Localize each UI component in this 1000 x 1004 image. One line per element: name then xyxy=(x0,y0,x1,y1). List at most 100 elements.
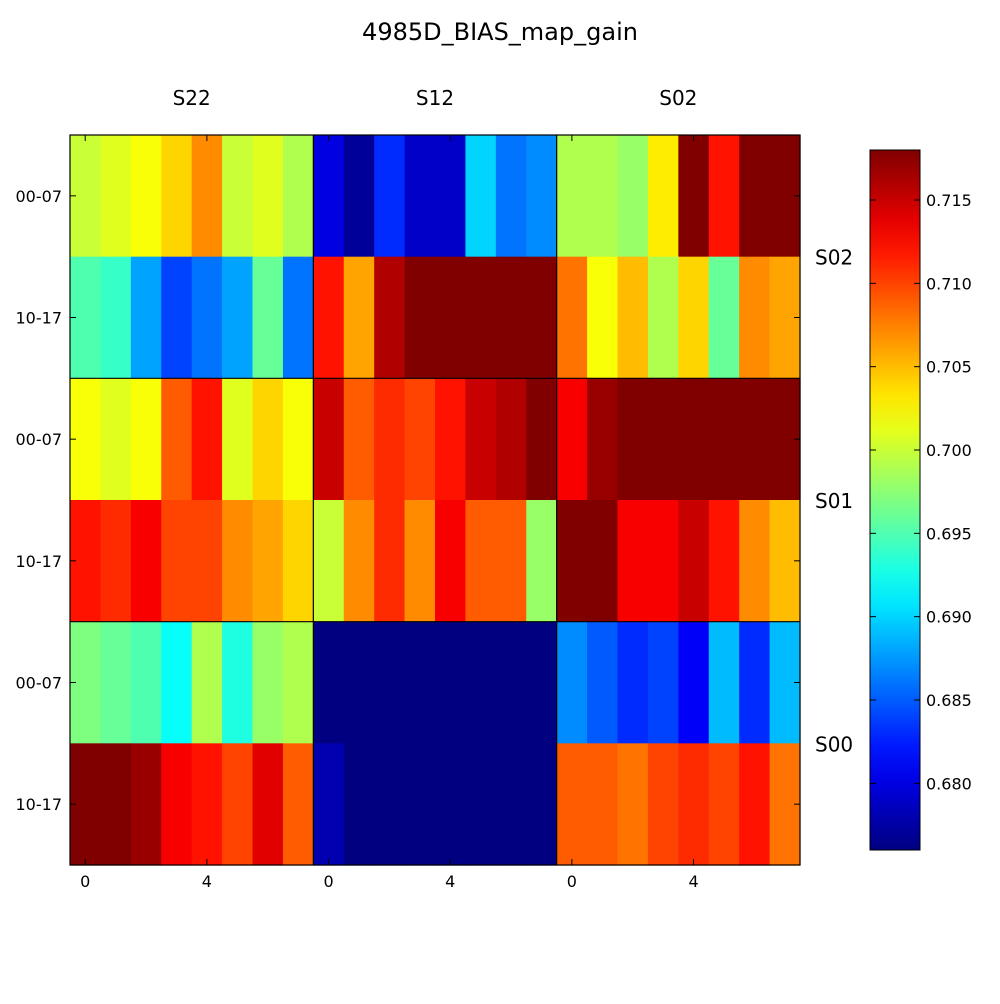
heatmap-cell xyxy=(282,378,314,501)
heatmap-cell xyxy=(313,621,345,744)
heatmap-cell xyxy=(678,500,710,623)
heatmap-cell xyxy=(222,743,254,866)
colorbar-tick-label: 0.705 xyxy=(926,358,972,377)
heatmap-cell xyxy=(282,743,314,866)
heatmap-cell xyxy=(617,378,649,501)
heatmap-cell xyxy=(556,135,588,258)
heatmap-cell xyxy=(617,621,649,744)
heatmap-cell xyxy=(252,378,284,501)
heatmap-cell xyxy=(435,378,467,501)
heatmap-cell xyxy=(678,378,710,501)
heatmap-cell xyxy=(556,256,588,379)
x-tick-label: 0 xyxy=(567,872,577,891)
heatmap-cell xyxy=(708,743,740,866)
heatmap-cell xyxy=(556,621,588,744)
chart-title: 4985D_BIAS_map_gain xyxy=(362,18,638,46)
heatmap-cells xyxy=(70,135,801,866)
heatmap-cell xyxy=(252,135,284,258)
heatmap-cell xyxy=(313,500,345,623)
heatmap-cell xyxy=(100,256,132,379)
heatmap-cell xyxy=(222,500,254,623)
heatmap-cell xyxy=(343,621,375,744)
heatmap-cell xyxy=(647,135,679,258)
heatmap-cell xyxy=(678,743,710,866)
heatmap-cell xyxy=(617,135,649,258)
row-label: 10-17 xyxy=(16,309,63,328)
heatmap-cell xyxy=(708,500,740,623)
heatmap-cell xyxy=(130,135,162,258)
row-label: 10-17 xyxy=(16,795,63,814)
heatmap-cell xyxy=(191,743,223,866)
row-group-label: S00 xyxy=(815,732,853,756)
heatmap-cell xyxy=(404,256,436,379)
heatmap-cell xyxy=(587,256,619,379)
colorbar: 0.680 0.685 0.690 0.695 0.700 0.705 0.710 0.715 xyxy=(869,149,972,851)
x-tick-label: 4 xyxy=(688,872,698,891)
row-group-label: S02 xyxy=(815,246,853,270)
colorbar-tick-label: 0.685 xyxy=(926,691,972,710)
heatmap-cell xyxy=(465,378,497,501)
heatmap-cell xyxy=(282,621,314,744)
heatmap-cell xyxy=(282,500,314,623)
heatmap-cell xyxy=(708,621,740,744)
heatmap-cell xyxy=(647,621,679,744)
heatmap-cell xyxy=(739,500,771,623)
heatmap-cell xyxy=(465,500,497,623)
heatmap-cell xyxy=(222,135,254,258)
heatmap-cell xyxy=(313,743,345,866)
heatmap-cell xyxy=(191,256,223,379)
heatmap-cell xyxy=(404,135,436,258)
heatmap-cell xyxy=(739,378,771,501)
heatmap-cell xyxy=(161,500,193,623)
colorbar-tick-label: 0.715 xyxy=(926,191,972,210)
panel-grid-lines xyxy=(69,134,801,866)
heatmap-cell xyxy=(526,378,558,501)
heatmap-cell xyxy=(617,743,649,866)
heatmap-cell xyxy=(495,743,527,866)
colorbar-tick-label: 0.695 xyxy=(926,524,972,543)
heatmap-cell xyxy=(526,256,558,379)
x-tick-label: 0 xyxy=(323,872,333,891)
heatmap-cell xyxy=(343,378,375,501)
heatmap-cell xyxy=(161,743,193,866)
heatmap-cell xyxy=(252,500,284,623)
heatmap-cell xyxy=(222,621,254,744)
heatmap-cell xyxy=(252,743,284,866)
heatmap-cell xyxy=(343,256,375,379)
row-label: 00-07 xyxy=(16,430,63,449)
heatmap-cell xyxy=(252,621,284,744)
heatmap-cell xyxy=(678,256,710,379)
heatmap-cell xyxy=(526,135,558,258)
heatmap-cell xyxy=(495,621,527,744)
heatmap-cell xyxy=(191,500,223,623)
heatmap-cell xyxy=(587,500,619,623)
heatmap-cell xyxy=(739,743,771,866)
heatmap-cell xyxy=(282,256,314,379)
heatmap-cell xyxy=(374,135,406,258)
heatmap-cell xyxy=(252,256,284,379)
heatmap-cell xyxy=(495,135,527,258)
row-label: 00-07 xyxy=(16,674,63,693)
heatmap-cell xyxy=(130,743,162,866)
heatmap-cell xyxy=(374,743,406,866)
heatmap-cell xyxy=(191,378,223,501)
heatmap-cell xyxy=(647,256,679,379)
heatmap-cell xyxy=(100,378,132,501)
heatmap-cell xyxy=(465,256,497,379)
heatmap-cell xyxy=(191,135,223,258)
heatmap-cell xyxy=(435,256,467,379)
colorbar-tick-label: 0.710 xyxy=(926,274,972,293)
heatmap-cell xyxy=(678,135,710,258)
heatmap-cell xyxy=(708,256,740,379)
heatmap-cell xyxy=(708,378,740,501)
x-tick-label: 4 xyxy=(202,872,212,891)
heatmap-cell xyxy=(404,500,436,623)
heatmap-cell xyxy=(313,256,345,379)
heatmap-cell xyxy=(647,500,679,623)
heatmap-cell xyxy=(343,135,375,258)
heatmap-cell xyxy=(374,500,406,623)
heatmap-cell xyxy=(465,743,497,866)
heatmap-cell xyxy=(313,135,345,258)
heatmap-cell xyxy=(587,743,619,866)
heatmap-cell xyxy=(130,256,162,379)
